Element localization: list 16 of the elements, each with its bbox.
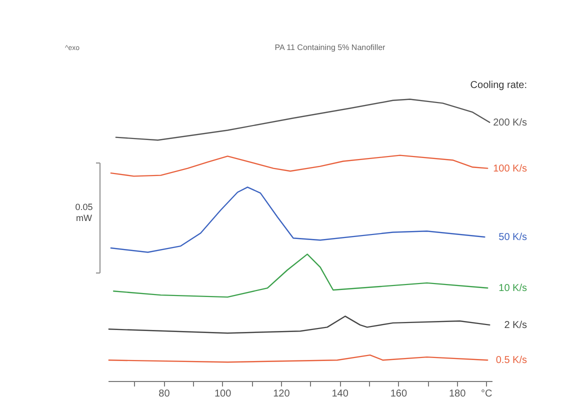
x-tick-label: 80 (158, 388, 170, 400)
series-label: 50 K/s (498, 232, 527, 244)
series-label: 100 K/s (493, 163, 527, 174)
x-tick-label: 100 (214, 388, 232, 400)
chart-title: PA 11 Containing 5% Nanofiller (274, 43, 386, 52)
x-tick-label: 120 (273, 388, 290, 400)
series-label: 2 K/s (504, 320, 527, 331)
x-tick-label: 160 (390, 388, 408, 400)
x-tick-label: °C (481, 388, 492, 400)
series-label: 10 K/s (498, 283, 527, 294)
x-tick-label: 140 (332, 388, 349, 400)
series-label: 0.5 K/s (496, 355, 527, 366)
x-tick-label: 180 (448, 388, 466, 400)
text: 0.05 mW (75, 202, 93, 223)
series-label: 200 K/s (493, 117, 527, 128)
legend-title: Cooling rate: (470, 80, 527, 91)
